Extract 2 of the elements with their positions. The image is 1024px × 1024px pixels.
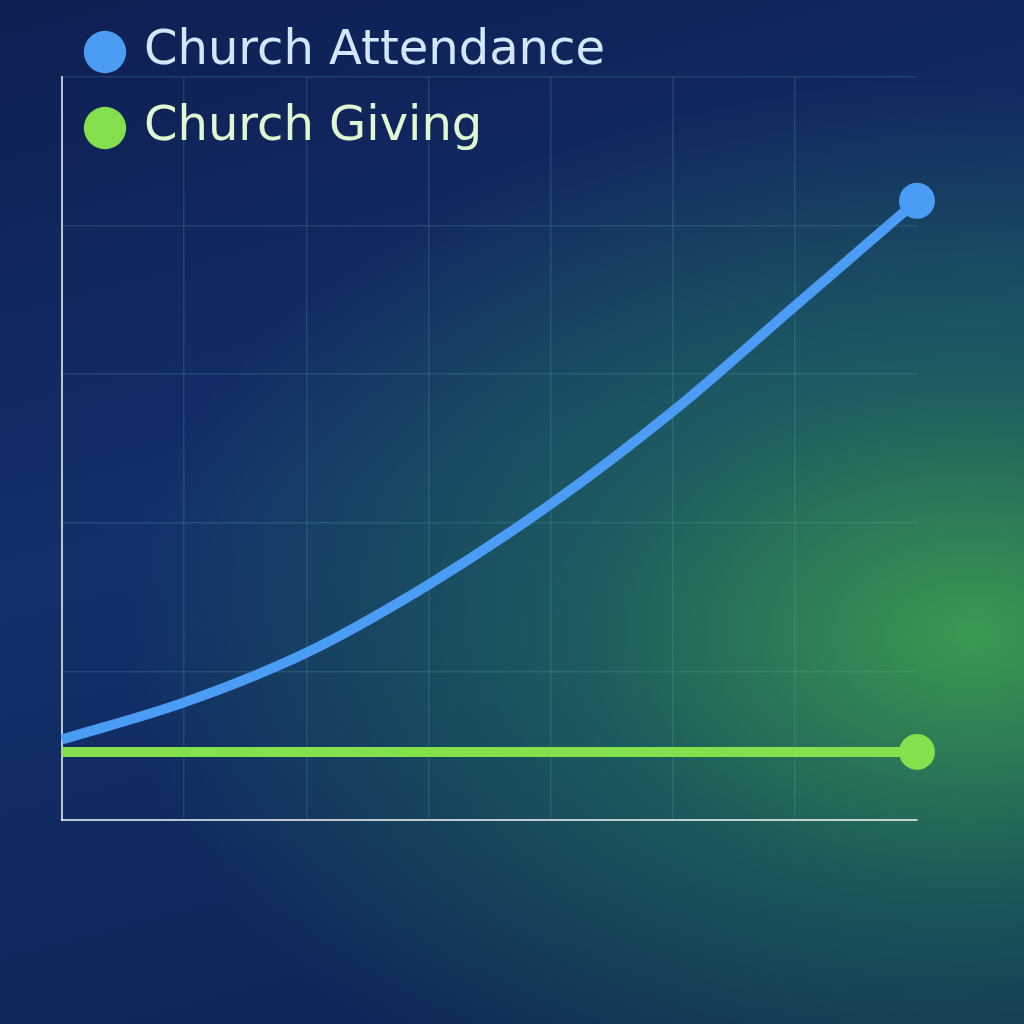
legend-label: Church Giving	[144, 95, 483, 152]
legend-label: Church Attendance	[144, 19, 605, 76]
